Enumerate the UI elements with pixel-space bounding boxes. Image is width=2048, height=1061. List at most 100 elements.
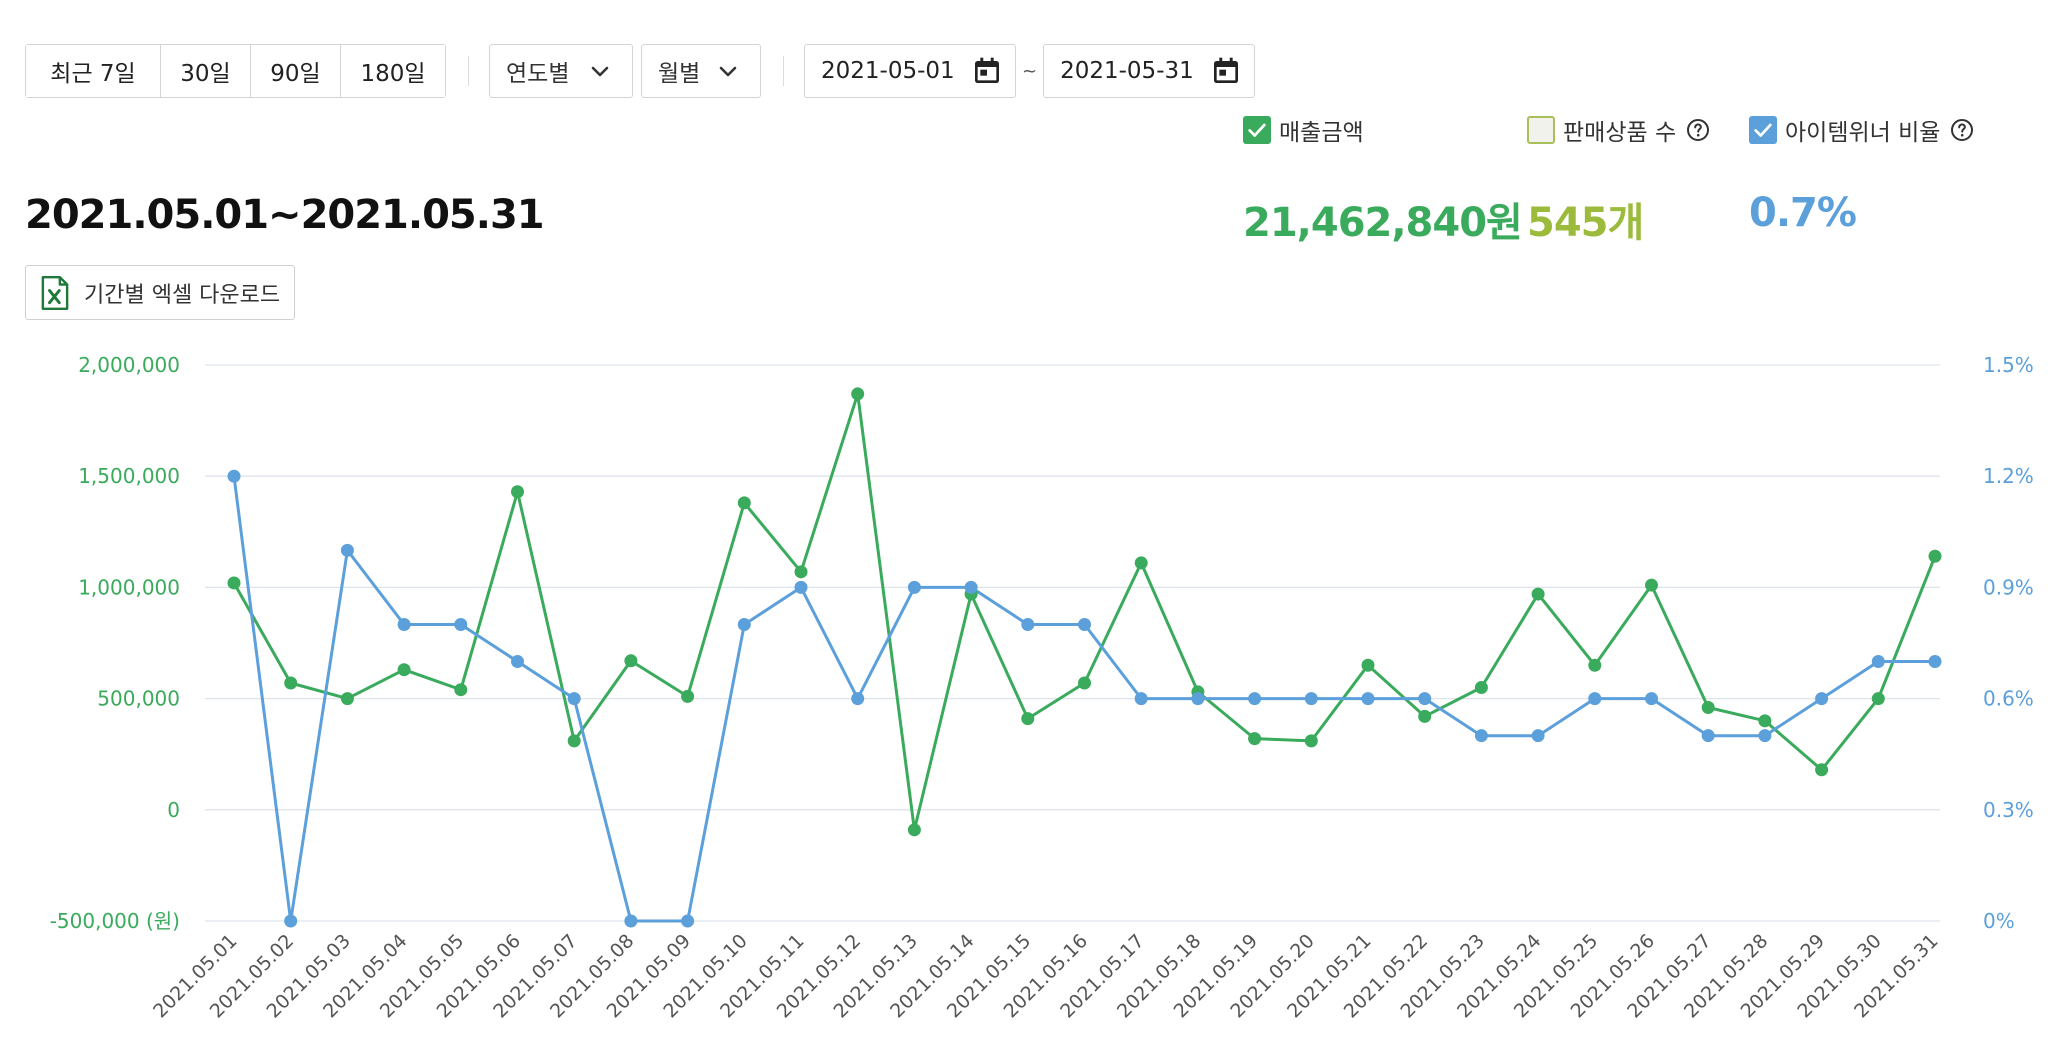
sales-data-point[interactable] bbox=[794, 565, 808, 579]
products-total: 545개 bbox=[1527, 200, 1644, 246]
right-tick-label: 0.9% bbox=[1983, 575, 2034, 599]
sales-data-point[interactable] bbox=[227, 576, 241, 590]
winner-ratio-data-point[interactable] bbox=[1134, 692, 1148, 706]
winner-ratio-data-point[interactable] bbox=[1248, 692, 1262, 706]
winner-ratio-data-point[interactable] bbox=[624, 914, 638, 928]
year-select[interactable]: 연도별 bbox=[489, 44, 633, 98]
winner-ratio-data-point[interactable] bbox=[851, 692, 865, 706]
winner-ratio-data-point[interactable] bbox=[1928, 655, 1942, 669]
right-tick-label: 0.6% bbox=[1983, 687, 2034, 711]
winner-ratio-data-point[interactable] bbox=[567, 692, 581, 706]
legend-winner-label: 아이템위너 비율 bbox=[1785, 120, 1941, 146]
sales-data-point[interactable] bbox=[737, 496, 751, 510]
sales-data-point[interactable] bbox=[1418, 709, 1432, 723]
sales-data-point[interactable] bbox=[1758, 714, 1772, 728]
winner-ratio-data-point[interactable] bbox=[1815, 692, 1829, 706]
sales-data-point[interactable] bbox=[1078, 676, 1091, 690]
sales-data-point[interactable] bbox=[1815, 763, 1829, 777]
start-date-input[interactable] bbox=[821, 58, 971, 84]
excel-download-label: 기간별 엑셀 다운로드 bbox=[84, 282, 281, 308]
range-90days-button[interactable]: 90일 bbox=[251, 45, 341, 97]
range-30days-button[interactable]: 30일 bbox=[161, 45, 251, 97]
winner-ratio-data-point[interactable] bbox=[1078, 617, 1091, 631]
winner-ratio-data-point[interactable] bbox=[1531, 729, 1545, 743]
right-axis-labels: 1.5% 1.2% 0.9% 0.6% 0.3% 0% bbox=[1983, 353, 2034, 933]
left-tick-label: 0 bbox=[167, 798, 180, 822]
sales-data-point[interactable] bbox=[1701, 700, 1715, 714]
products-checkbox[interactable] bbox=[1527, 116, 1555, 144]
winner-ratio-data-point[interactable] bbox=[454, 617, 468, 631]
winner-ratio-data-point[interactable] bbox=[340, 543, 354, 557]
sales-data-point[interactable] bbox=[397, 663, 411, 677]
winner-ratio-data-point[interactable] bbox=[1191, 692, 1205, 706]
legend-winner-toggle[interactable]: 아이템위너 비율 bbox=[1749, 113, 1974, 147]
winner-ratio-data-point[interactable] bbox=[1758, 729, 1772, 743]
sales-data-point[interactable] bbox=[1474, 680, 1488, 694]
sales-data-point[interactable] bbox=[1871, 692, 1885, 706]
winner-ratio-data-point[interactable] bbox=[284, 914, 298, 928]
winner-ratio-data-point[interactable] bbox=[1304, 692, 1318, 706]
range-180days-button[interactable]: 180일 bbox=[341, 45, 445, 97]
winner-ratio-data-point[interactable] bbox=[1701, 729, 1715, 743]
sales-data-point[interactable] bbox=[681, 689, 695, 703]
winner-ratio-data-point[interactable] bbox=[1021, 617, 1035, 631]
month-select-label: 월별 bbox=[658, 61, 701, 87]
help-icon[interactable] bbox=[1950, 118, 1974, 142]
sales-data-point[interactable] bbox=[851, 387, 865, 401]
end-date-input[interactable] bbox=[1060, 58, 1211, 84]
left-axis-labels: 2,000,000 1,500,000 1,000,000 500,000 0 -500,… bbox=[50, 353, 180, 933]
month-select[interactable]: 월별 bbox=[641, 44, 761, 98]
sales-data-point[interactable] bbox=[511, 485, 524, 499]
winner-ratio-data-point[interactable] bbox=[1645, 692, 1658, 706]
sales-data-point[interactable] bbox=[1588, 658, 1602, 672]
sales-data-point[interactable] bbox=[1645, 578, 1658, 592]
sales-data-point[interactable] bbox=[624, 654, 638, 668]
calendar-icon[interactable] bbox=[1210, 54, 1242, 88]
winner-ratio-total: 0.7% bbox=[1749, 190, 1857, 236]
end-date-field bbox=[1043, 44, 1256, 98]
toolbar-divider bbox=[468, 56, 469, 86]
winner-ratio-data-point[interactable] bbox=[1418, 692, 1432, 706]
legend-products-toggle[interactable]: 판매상품 수 bbox=[1527, 113, 1710, 147]
left-tick-label: 1,000,000 bbox=[78, 575, 180, 599]
winner-ratio-data-point[interactable] bbox=[1474, 729, 1488, 743]
sales-checkbox[interactable] bbox=[1243, 116, 1271, 144]
sales-data-point[interactable] bbox=[567, 734, 581, 748]
right-tick-label: 1.5% bbox=[1983, 353, 2034, 377]
winner-ratio-data-point[interactable] bbox=[1588, 692, 1602, 706]
winner-checkbox[interactable] bbox=[1749, 116, 1777, 144]
sales-data-point[interactable] bbox=[1134, 556, 1148, 570]
winner-ratio-data-point[interactable] bbox=[681, 914, 695, 928]
help-icon[interactable] bbox=[1686, 118, 1710, 142]
sales-data-point[interactable] bbox=[1361, 658, 1375, 672]
winner-ratio-data-point[interactable] bbox=[737, 617, 751, 631]
sales-data-point[interactable] bbox=[1021, 712, 1035, 726]
winner-ratio-data-point[interactable] bbox=[1871, 655, 1885, 669]
winner-ratio-data-point[interactable] bbox=[397, 617, 411, 631]
winner-ratio-data-point[interactable] bbox=[794, 580, 808, 594]
excel-file-icon bbox=[41, 275, 69, 310]
winner-ratio-data-point[interactable] bbox=[907, 580, 921, 594]
sales-data-point[interactable] bbox=[454, 683, 468, 697]
start-date-field bbox=[804, 44, 1016, 98]
calendar-icon[interactable] bbox=[971, 54, 1003, 88]
winner-ratio-data-point[interactable] bbox=[227, 469, 241, 483]
winner-ratio-data-point[interactable] bbox=[964, 580, 978, 594]
sales-data-point[interactable] bbox=[907, 823, 921, 837]
excel-download-button[interactable]: 기간별 엑셀 다운로드 bbox=[25, 265, 295, 320]
sales-data-point[interactable] bbox=[1531, 587, 1545, 601]
sales-data-point[interactable] bbox=[1248, 732, 1262, 746]
chevron-down-icon bbox=[719, 66, 737, 77]
winner-ratio-data-point[interactable] bbox=[511, 655, 524, 669]
sales-data-point[interactable] bbox=[1928, 549, 1942, 563]
sales-data-point[interactable] bbox=[284, 676, 298, 690]
sales-series-line bbox=[232, 392, 1937, 832]
left-tick-label: 500,000 bbox=[97, 687, 180, 711]
period-title: 2021.05.01~2021.05.31 bbox=[25, 192, 545, 238]
winner-ratio-data-point[interactable] bbox=[1361, 692, 1375, 706]
legend-sales-toggle[interactable]: 매출금액 bbox=[1243, 113, 1364, 147]
range-7days-button[interactable]: 최근 7일 bbox=[26, 45, 161, 97]
sales-data-point[interactable] bbox=[1304, 734, 1318, 748]
sales-data-point[interactable] bbox=[340, 692, 354, 706]
year-select-label: 연도별 bbox=[506, 61, 570, 87]
